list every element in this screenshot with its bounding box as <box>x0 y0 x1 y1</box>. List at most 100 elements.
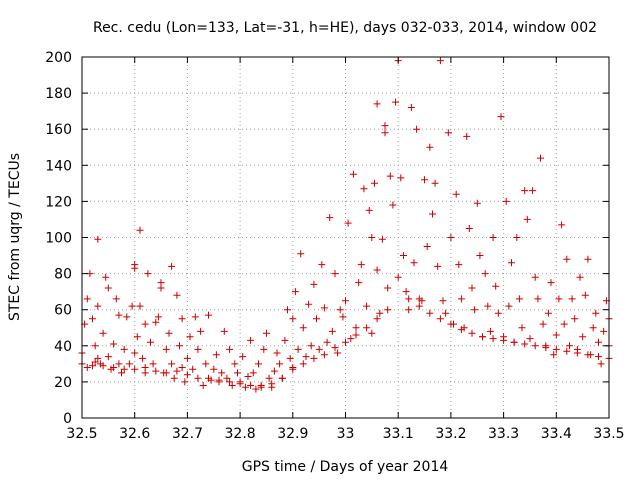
data-point <box>205 374 212 382</box>
data-point <box>531 342 539 350</box>
data-point <box>263 329 270 337</box>
tick-labels: 32.5 32.6 32.7 32.8 32.9 33 33.1 33.2 33.3 33.4 33… <box>45 50 624 442</box>
data-point <box>355 279 363 287</box>
data-point <box>595 338 602 346</box>
data-point <box>539 320 547 328</box>
data-point <box>389 201 397 209</box>
data-point <box>199 382 207 389</box>
data-point <box>136 226 144 234</box>
data-point <box>125 360 133 368</box>
data-point <box>479 333 486 341</box>
data-point <box>326 214 334 222</box>
data-point <box>120 365 128 373</box>
data-point <box>342 338 349 346</box>
data-point <box>89 315 96 323</box>
y-tick-label: 140 <box>45 158 72 174</box>
data-point <box>352 324 360 332</box>
data-point <box>91 358 99 366</box>
x-tick-label: 32.5 <box>66 426 97 442</box>
data-point <box>265 374 273 382</box>
data-point <box>494 309 502 317</box>
data-point <box>373 315 381 323</box>
data-point <box>313 315 320 323</box>
data-point <box>136 302 144 310</box>
data-point <box>489 234 497 241</box>
x-tick-label: 33.4 <box>541 426 572 442</box>
data-point <box>273 349 281 357</box>
data-point <box>410 259 418 267</box>
data-point <box>183 371 191 379</box>
data-point <box>165 329 173 337</box>
data-point <box>226 378 234 386</box>
data-point <box>581 291 589 299</box>
data-point <box>384 306 392 314</box>
x-tick-label: 32.7 <box>172 426 203 442</box>
data-point <box>600 327 608 335</box>
data-point <box>252 385 260 393</box>
data-point <box>421 176 428 184</box>
data-point <box>573 349 581 357</box>
data-point <box>489 335 497 343</box>
data-point <box>400 252 407 259</box>
data-point <box>518 324 526 332</box>
data-point <box>162 369 170 377</box>
data-point <box>429 210 436 218</box>
data-point <box>133 333 141 341</box>
data-point <box>344 219 352 227</box>
data-point <box>157 284 165 292</box>
data-point <box>434 262 442 270</box>
data-point <box>566 342 573 350</box>
data-point <box>104 284 112 292</box>
data-point <box>247 336 255 344</box>
grid-lines <box>82 57 609 418</box>
data-point <box>471 306 479 314</box>
data-point <box>560 320 568 328</box>
data-point <box>381 129 389 137</box>
data-point <box>239 353 247 361</box>
data-point <box>191 313 199 321</box>
data-point <box>473 199 481 207</box>
data-point <box>257 382 265 389</box>
data-point <box>365 206 373 214</box>
data-point <box>131 365 139 373</box>
data-point <box>550 351 558 359</box>
data-point <box>505 302 513 310</box>
data-point <box>94 354 102 362</box>
data-point <box>547 279 555 287</box>
data-point <box>508 259 515 267</box>
data-point <box>310 280 318 288</box>
data-point <box>91 342 99 350</box>
data-point <box>120 345 128 353</box>
data-point <box>255 360 262 368</box>
data-point <box>537 154 544 162</box>
data-point <box>413 125 421 133</box>
data-point <box>381 122 389 130</box>
data-point <box>131 264 139 272</box>
data-point <box>247 382 255 389</box>
y-tick-label: 0 <box>63 411 72 427</box>
data-point <box>457 326 465 334</box>
data-point <box>500 336 508 344</box>
data-point <box>302 353 310 361</box>
data-point <box>162 345 170 353</box>
data-point <box>592 309 600 317</box>
data-point <box>149 360 157 368</box>
data-point <box>223 374 231 382</box>
data-point <box>426 143 434 151</box>
data-point <box>278 374 286 382</box>
data-point <box>141 364 149 371</box>
axis-ticks <box>81 56 610 419</box>
data-point <box>299 360 307 368</box>
data-point <box>468 284 476 292</box>
data-point <box>444 129 452 137</box>
data-point <box>270 367 278 375</box>
data-point <box>558 221 566 229</box>
y-tick-label: 200 <box>45 50 72 66</box>
data-point <box>181 378 189 386</box>
x-tick-label: 33 <box>337 426 355 442</box>
data-point <box>531 273 539 281</box>
data-point <box>595 353 602 361</box>
data-point <box>289 365 297 373</box>
data-point <box>555 295 563 303</box>
